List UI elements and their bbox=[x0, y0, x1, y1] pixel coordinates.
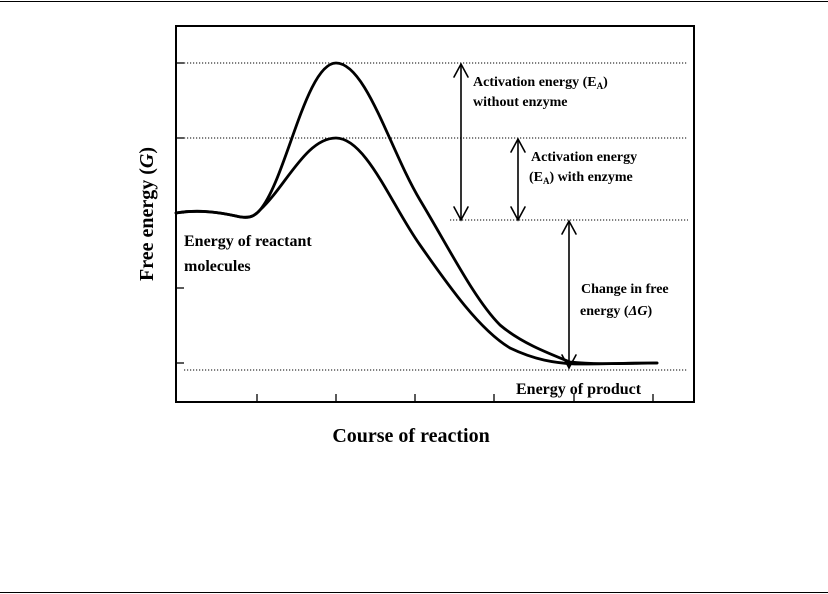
ea-with-enzyme-label-line2: (EA) with enzyme bbox=[529, 170, 633, 186]
delta-g-label-line1: Change in free bbox=[581, 282, 669, 297]
delta-g-arrow bbox=[561, 219, 577, 370]
reactant-energy-label-line2: molecules bbox=[184, 258, 251, 275]
y-axis-title: Free energy (G) bbox=[136, 147, 158, 281]
arrows bbox=[453, 62, 577, 370]
top-rule bbox=[0, 1, 828, 2]
ea-with-enzyme-arrow bbox=[510, 137, 526, 222]
ea-without-enzyme-label-line1: Activation energy (EA) bbox=[473, 75, 608, 91]
ea-without-enzyme-label-line2: without enzyme bbox=[473, 95, 568, 110]
ea-with-enzyme-label-line1: Activation energy bbox=[531, 150, 637, 165]
product-energy-label: Energy of product bbox=[516, 381, 642, 398]
bottom-rule bbox=[0, 592, 828, 593]
x-axis-title: Course of reaction bbox=[332, 425, 489, 447]
delta-g-label-line2: energy (ΔG) bbox=[580, 304, 652, 319]
ea-without-enzyme-arrow bbox=[453, 62, 469, 222]
reference-lines bbox=[184, 62, 688, 371]
reactant-energy-label-line1: Energy of reactant bbox=[184, 233, 312, 250]
x-axis-ticks bbox=[256, 394, 654, 402]
